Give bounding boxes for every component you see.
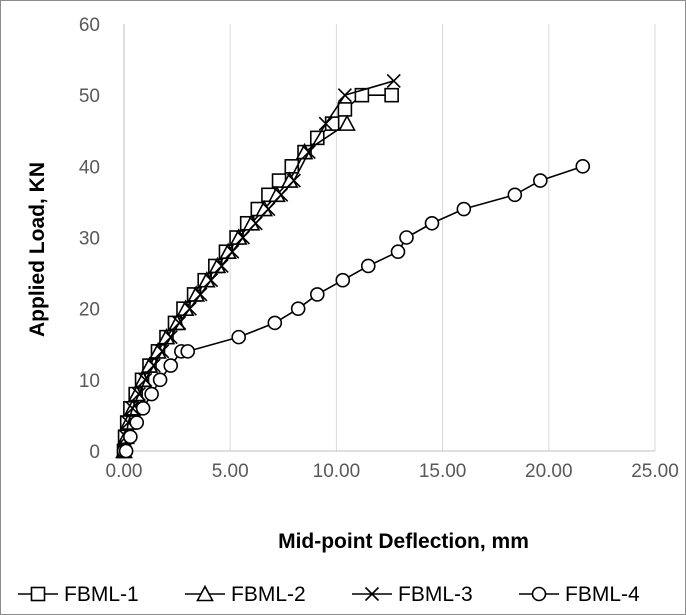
axis	[123, 24, 655, 452]
legend: FBML-1 FBML-2 FBML-3 FBML-4	[18, 583, 640, 606]
legend-label: FBML-2	[231, 583, 306, 606]
data-point	[267, 315, 283, 331]
data-point	[152, 372, 168, 388]
data-point	[125, 401, 140, 416]
series-line	[123, 80, 394, 452]
data-point	[335, 272, 351, 288]
y-tick-label: 10	[79, 371, 100, 392]
data-point	[155, 344, 170, 359]
data-point	[507, 187, 523, 203]
x-tick-label: 20.00	[525, 461, 573, 482]
y-tick-label: 60	[79, 15, 100, 36]
data-point	[337, 88, 352, 103]
x-tick-label: 10.00	[313, 461, 361, 482]
legend-item-fbml-3: FBML-3	[352, 583, 473, 606]
legend-item-fbml-1: FBML-1	[18, 583, 139, 606]
data-point	[214, 258, 229, 274]
data-point	[118, 443, 134, 459]
series-fbml-4	[116, 159, 591, 459]
data-point	[318, 116, 333, 131]
series-line	[123, 94, 392, 452]
legend-marker	[364, 586, 380, 602]
data-point	[399, 230, 414, 245]
series-line	[124, 165, 584, 452]
x-tick-label: 5.00	[212, 461, 249, 482]
y-tick-label: 0	[89, 442, 100, 463]
data-point	[129, 415, 145, 430]
legend-label: FBML-1	[64, 583, 139, 606]
data-point	[309, 287, 325, 302]
series-fbml-3	[116, 73, 401, 459]
data-point	[337, 102, 353, 117]
legend-marker	[30, 586, 46, 602]
data-point	[248, 216, 263, 231]
data-point	[204, 273, 219, 288]
x-tick-label: 0.00	[106, 461, 143, 482]
y-axis-title: Applied Load, KN	[26, 162, 49, 337]
data-point	[290, 301, 306, 316]
y-tick-label: 20	[79, 300, 100, 321]
data-point	[193, 287, 208, 302]
tick-labels: 0.00 5.00 10.00 15.00 20.00 25.00 0 10 20 30 40 50 6…	[79, 15, 679, 482]
data-point	[144, 386, 159, 402]
legend-label: FBML-4	[565, 583, 640, 606]
data-point	[131, 387, 146, 402]
data-point	[163, 358, 179, 373]
series-layer	[115, 73, 591, 459]
data-point	[575, 159, 591, 174]
data-point	[301, 145, 316, 160]
data-point	[386, 73, 401, 88]
data-point	[274, 187, 289, 202]
legend-item-fbml-4: FBML-4	[519, 583, 640, 606]
legend-marker	[531, 586, 547, 602]
data-point	[533, 173, 548, 188]
x-tick-label: 25.00	[631, 461, 679, 482]
grid-lines	[229, 24, 656, 451]
data-point	[424, 215, 440, 231]
data-point	[138, 372, 153, 387]
data-point	[456, 201, 472, 217]
data-point	[180, 344, 196, 359]
data-point	[338, 114, 356, 131]
data-point	[261, 201, 276, 217]
y-tick-label: 50	[79, 86, 100, 107]
data-point	[235, 230, 251, 245]
data-point	[123, 429, 138, 445]
data-point	[390, 244, 406, 260]
data-point	[231, 329, 246, 345]
data-point	[182, 301, 197, 316]
data-point	[225, 244, 240, 259]
data-point	[135, 400, 151, 416]
y-tick-label: 30	[79, 229, 100, 250]
data-point	[384, 87, 399, 103]
data-point	[360, 258, 376, 274]
x-tick-label: 15.00	[419, 461, 467, 482]
data-point	[172, 315, 187, 330]
series-fbml-2	[115, 114, 356, 459]
data-point	[146, 358, 161, 373]
data-point	[163, 330, 178, 345]
y-tick-label: 40	[79, 157, 100, 178]
legend-label: FBML-3	[398, 583, 473, 606]
x-axis-title: Mid-point Deflection, mm	[278, 530, 529, 553]
legend-item-fbml-2: FBML-2	[185, 583, 306, 606]
legend-marker	[196, 584, 214, 602]
data-point	[286, 173, 301, 188]
series-line	[123, 122, 348, 452]
data-point	[324, 116, 340, 131]
